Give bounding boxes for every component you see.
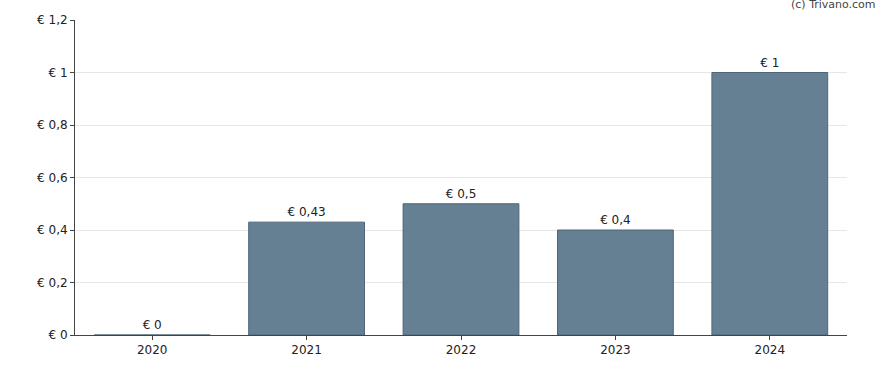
svg-text:€ 0,6: € 0,6 <box>37 171 68 185</box>
svg-text:2020: 2020 <box>137 343 168 357</box>
svg-text:€ 1,2: € 1,2 <box>37 13 68 27</box>
svg-text:(c) Trivano.com: (c) Trivano.com <box>791 0 876 11</box>
svg-text:€ 0: € 0 <box>49 328 68 342</box>
svg-text:€ 0,4: € 0,4 <box>600 213 631 227</box>
svg-text:€ 1: € 1 <box>760 56 779 70</box>
svg-text:€ 0,43: € 0,43 <box>288 205 326 219</box>
svg-text:€ 0,2: € 0,2 <box>37 276 68 290</box>
svg-text:€ 0,5: € 0,5 <box>446 187 477 201</box>
svg-text:2023: 2023 <box>600 343 631 357</box>
svg-text:2021: 2021 <box>291 343 322 357</box>
svg-text:€ 1: € 1 <box>49 66 68 80</box>
svg-text:2024: 2024 <box>755 343 786 357</box>
svg-text:€ 0: € 0 <box>143 318 162 332</box>
svg-text:2022: 2022 <box>446 343 477 357</box>
svg-text:€ 0,8: € 0,8 <box>37 118 68 132</box>
svg-text:€ 0,4: € 0,4 <box>37 223 68 237</box>
